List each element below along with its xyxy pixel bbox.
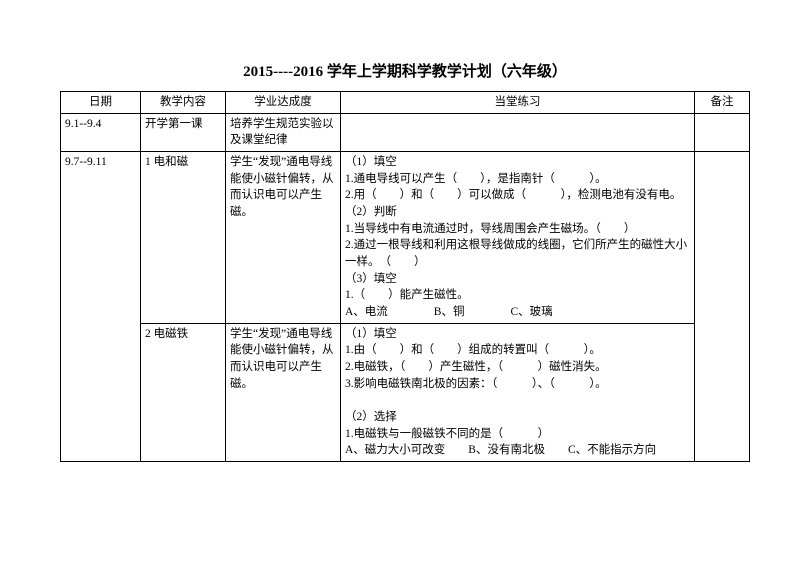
cell-practice: [341, 113, 695, 151]
header-achievement: 学业达成度: [226, 92, 341, 114]
header-note: 备注: [695, 92, 750, 114]
table-header-row: 日期 教学内容 学业达成度 当堂练习 备注: [61, 92, 750, 114]
cell-note: [695, 152, 750, 462]
cell-topic: 1 电和磁: [141, 152, 226, 324]
table-row: 9.1--9.4 开学第一课 培养学生规范实验以及课堂纪律: [61, 113, 750, 151]
cell-practice: （1）填空1.通电导线可以产生（ ），是指南针（ ）。2.用（ ）和（ ）可以做…: [341, 152, 695, 324]
header-topic: 教学内容: [141, 92, 226, 114]
cell-date: 9.7--9.11: [61, 152, 141, 462]
cell-practice: （1）填空1.由（ ）和（ ）组成的转置叫（ ）。2.电磁铁，（ ）产生磁性，（…: [341, 323, 695, 461]
table-row: 9.7--9.11 1 电和磁 学生“发现”通电导线能使小磁针偏转，从而认识电可…: [61, 152, 750, 324]
page-title: 2015----2016 学年上学期科学教学计划（六年级）: [60, 60, 750, 81]
cell-date: 9.1--9.4: [61, 113, 141, 151]
cell-achievement: 培养学生规范实验以及课堂纪律: [226, 113, 341, 151]
plan-table: 日期 教学内容 学业达成度 当堂练习 备注 9.1--9.4 开学第一课 培养学…: [60, 91, 750, 462]
cell-topic: 2 电磁铁: [141, 323, 226, 461]
header-practice: 当堂练习: [341, 92, 695, 114]
cell-achievement: 学生“发现”通电导线能使小磁针偏转，从而认识电可以产生磁。: [226, 152, 341, 324]
header-date: 日期: [61, 92, 141, 114]
cell-topic: 开学第一课: [141, 113, 226, 151]
table-row: 2 电磁铁 学生“发现”通电导线能使小磁针偏转，从而认识电可以产生磁。 （1）填…: [61, 323, 750, 461]
cell-note: [695, 113, 750, 151]
cell-achievement: 学生“发现”通电导线能使小磁针偏转，从而认识电可以产生磁。: [226, 323, 341, 461]
